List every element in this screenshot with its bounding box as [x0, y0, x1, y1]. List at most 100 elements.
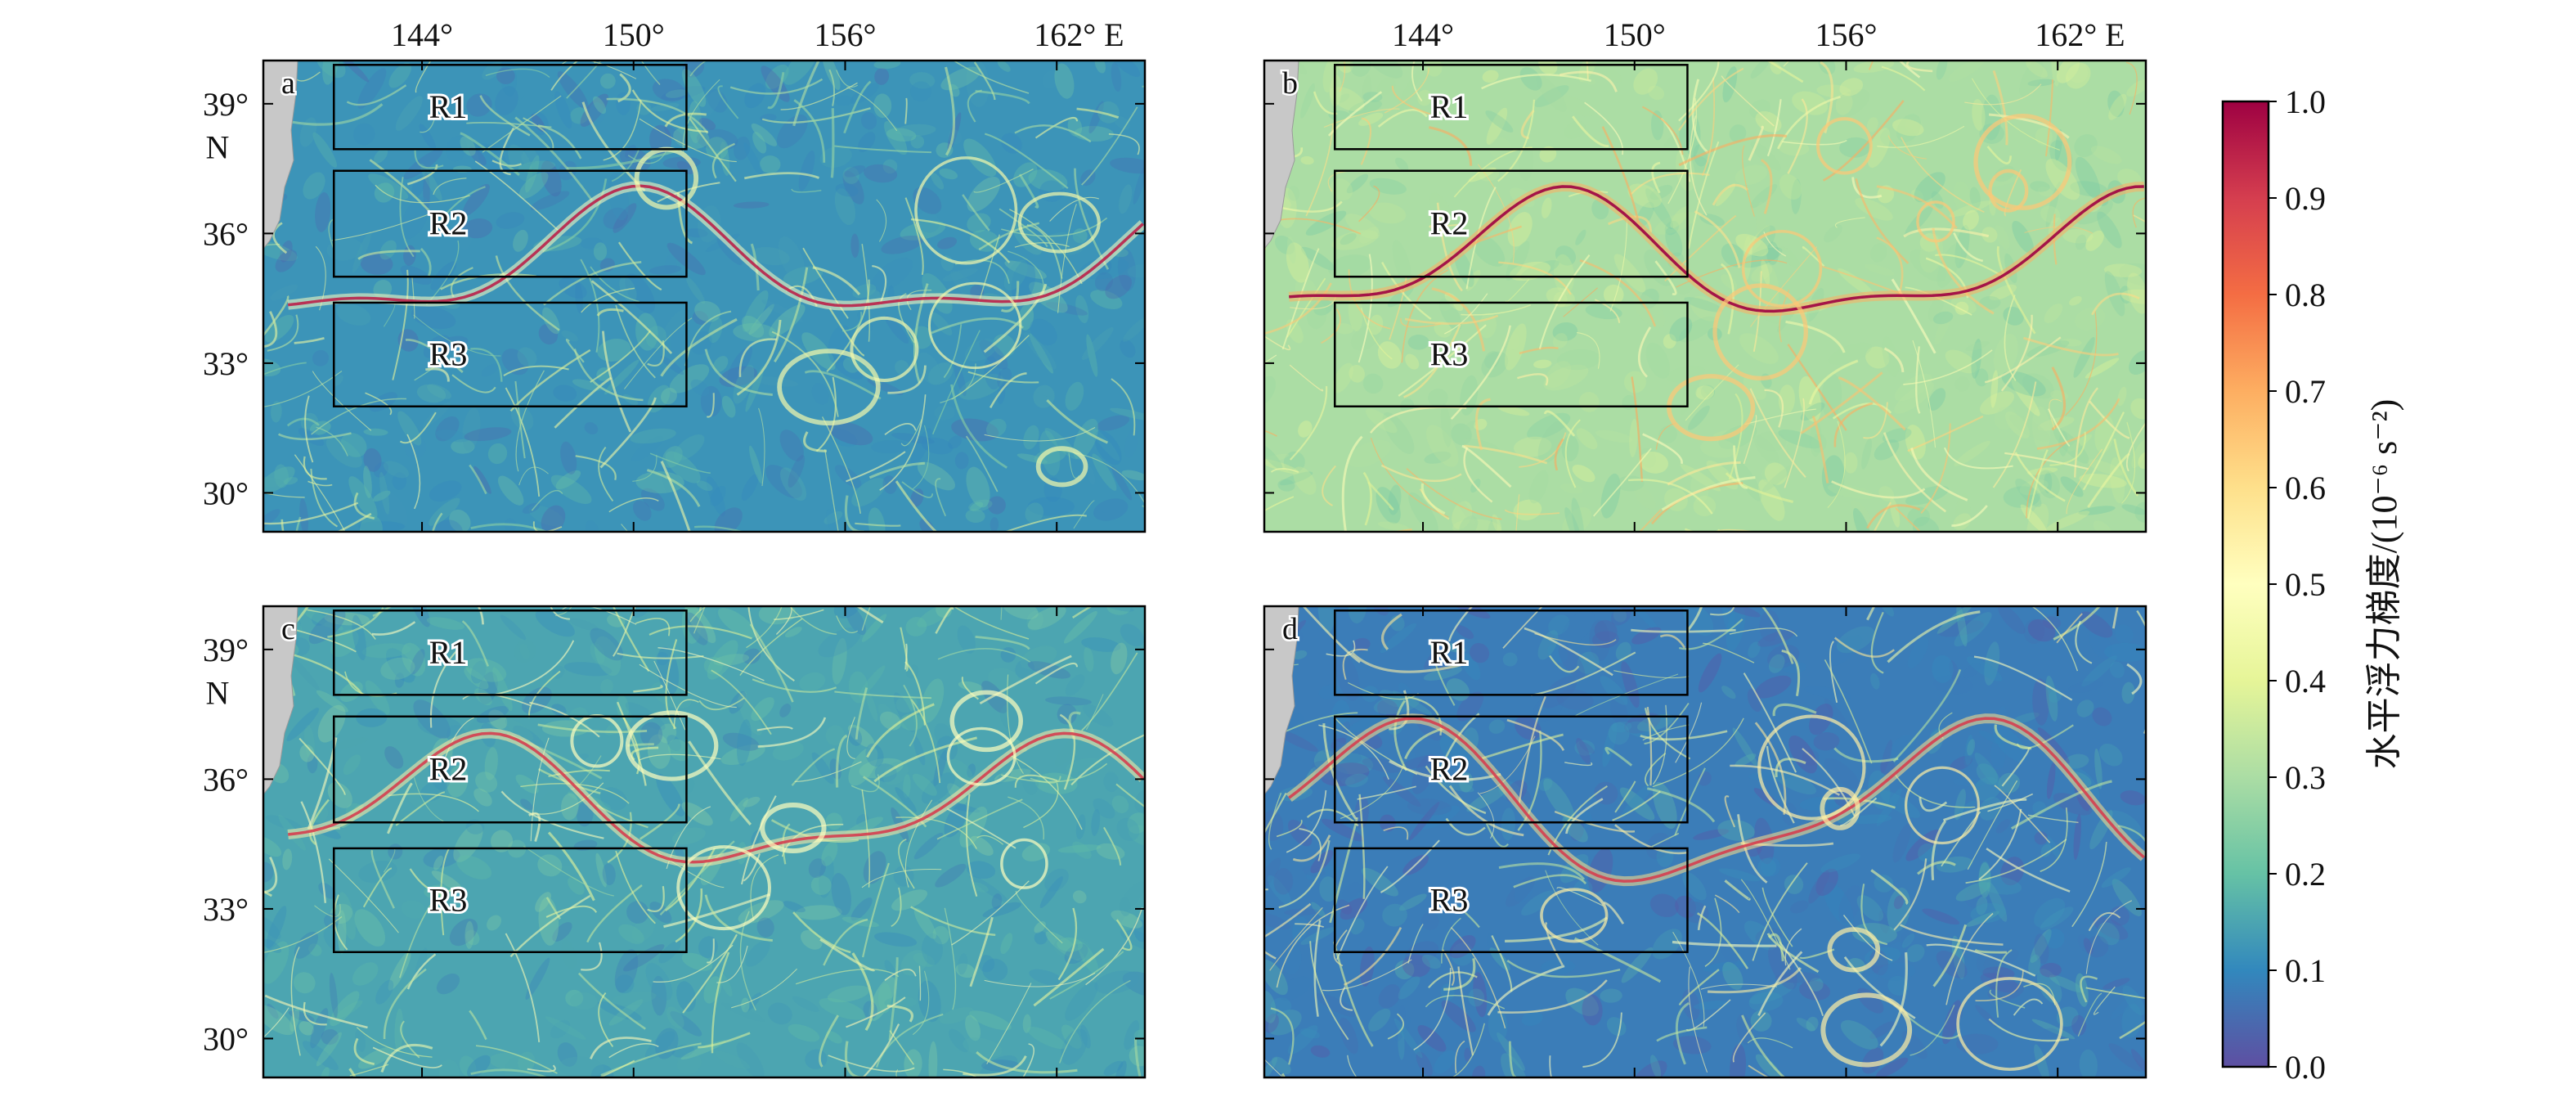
- filament: [1014, 124, 1092, 143]
- texture-blob: [1932, 654, 1954, 683]
- texture-blob: [504, 1056, 525, 1077]
- texture-blob: [1332, 362, 1353, 394]
- texture-blob: [2060, 338, 2082, 347]
- texture-blob: [599, 787, 627, 811]
- texture-blob: [1083, 704, 1114, 727]
- filament: [1057, 907, 1078, 981]
- texture-blob: [1811, 434, 1827, 453]
- texture-blob: [921, 772, 956, 804]
- texture-blob: [361, 643, 411, 659]
- filament: [1290, 385, 1328, 461]
- texture-blob: [677, 1051, 702, 1075]
- texture-blob: [1093, 798, 1115, 819]
- texture-blob: [1278, 976, 1311, 1001]
- filament: [1586, 61, 1589, 80]
- texture-blob: [1721, 243, 1746, 268]
- filament: [978, 222, 1040, 251]
- texture-blob: [1654, 211, 1697, 235]
- texture-blob: [932, 925, 949, 945]
- filament: [371, 621, 416, 636]
- filament: [698, 697, 745, 711]
- texture-blob: [2030, 181, 2050, 192]
- filament: [1505, 916, 1609, 942]
- texture-blob: [948, 435, 963, 449]
- texture-blob: [1348, 439, 1391, 468]
- filament: [1276, 904, 1350, 988]
- eddy-ring: [1988, 169, 2029, 213]
- filament: [264, 994, 368, 1029]
- filament: [474, 160, 560, 232]
- texture-blob: [466, 93, 492, 117]
- texture-blob: [467, 1055, 491, 1077]
- texture-blob: [496, 212, 525, 229]
- texture-blob: [316, 690, 349, 713]
- texture-blob: [429, 480, 462, 502]
- texture-blob: [1267, 875, 1292, 906]
- texture-blob: [1283, 451, 1305, 473]
- texture-blob: [1129, 825, 1145, 847]
- texture-blob: [825, 725, 845, 746]
- filament: [739, 911, 756, 1011]
- texture-blob: [286, 708, 320, 742]
- texture-blob: [1321, 762, 1370, 787]
- texture-blob: [1119, 897, 1131, 916]
- filament: [532, 521, 563, 532]
- filament: [294, 454, 346, 532]
- texture-blob: [1086, 334, 1098, 377]
- texture-blob: [508, 144, 533, 182]
- filament: [1601, 126, 1640, 225]
- texture-blob: [569, 992, 598, 1010]
- texture-blob: [720, 744, 765, 765]
- filament: [1775, 758, 1806, 778]
- texture-blob: [1572, 464, 1595, 483]
- texture-blob: [1896, 114, 1922, 142]
- texture-blob: [1645, 342, 1670, 379]
- filament: [1708, 967, 1802, 994]
- texture-blob: [1693, 829, 1730, 840]
- texture-blob: [1782, 661, 1806, 674]
- texture-blob: [368, 173, 409, 200]
- texture-blob: [934, 405, 955, 421]
- filament: [1461, 444, 1512, 488]
- texture-blob: [1077, 941, 1099, 974]
- filament: [312, 371, 372, 431]
- texture-blob: [1867, 128, 1891, 169]
- filament: [1754, 722, 1787, 815]
- texture-blob: [1901, 933, 1915, 948]
- texture-blob: [741, 315, 765, 338]
- texture-blob: [1331, 230, 1379, 250]
- filament: [1411, 61, 1423, 102]
- texture-blob: [1080, 1024, 1091, 1049]
- filament: [263, 916, 343, 953]
- texture-blob: [1684, 297, 1723, 313]
- filament: [631, 746, 659, 761]
- texture-blob: [518, 160, 556, 173]
- texture-blob: [1804, 686, 1851, 699]
- texture-blob: [944, 803, 967, 838]
- filament: [1560, 70, 1618, 92]
- texture-blob: [2051, 61, 2060, 87]
- filament: [1910, 448, 1968, 502]
- texture-blob: [2107, 90, 2125, 118]
- texture-blob: [1286, 236, 1296, 264]
- filament: [1733, 445, 1748, 489]
- filament: [944, 66, 956, 156]
- filament: [1573, 937, 1662, 983]
- texture-blob: [1894, 381, 1935, 414]
- texture-blob: [826, 1031, 842, 1044]
- texture-blob: [1980, 391, 2014, 415]
- filament: [566, 61, 603, 99]
- texture-blob: [1761, 463, 1797, 493]
- filament: [1142, 505, 1145, 509]
- filament: [1900, 924, 2004, 946]
- filament: [528, 670, 561, 718]
- texture-blob: [495, 86, 518, 115]
- filament: [2119, 1020, 2146, 1040]
- texture-blob: [535, 892, 551, 912]
- texture-blob: [1979, 876, 2022, 895]
- filament: [263, 243, 280, 246]
- texture-blob: [2131, 439, 2146, 469]
- filament: [1785, 320, 1846, 353]
- texture-blob: [1536, 75, 1567, 113]
- texture-blob: [1876, 788, 1902, 826]
